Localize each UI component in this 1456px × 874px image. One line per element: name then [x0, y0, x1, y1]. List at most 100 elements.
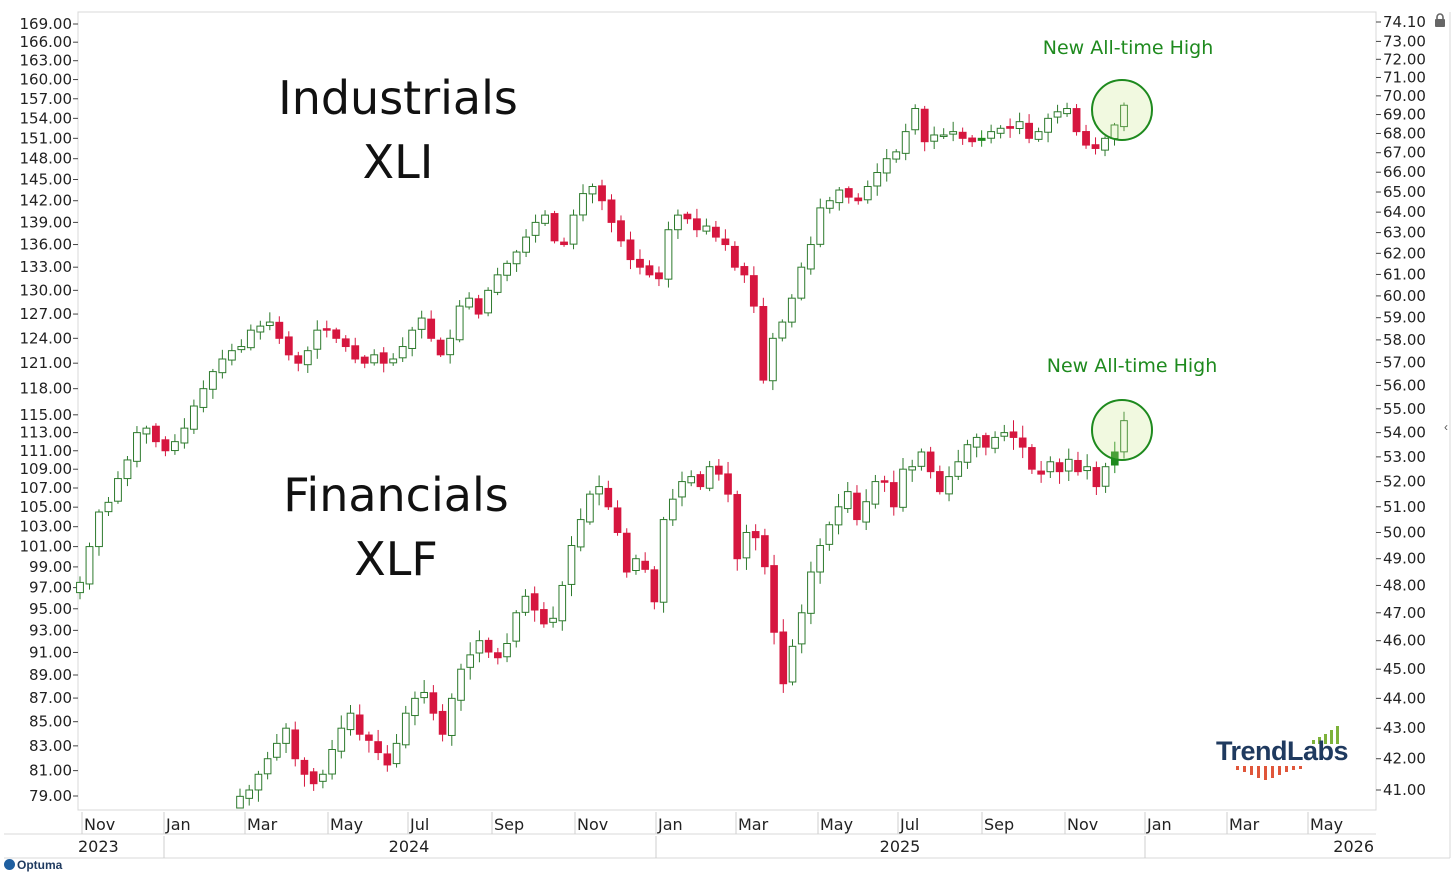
xlf-candle-body: [576, 519, 585, 548]
xli-candle-body: [152, 425, 160, 443]
xli-ath-annotation: New All-time High: [1043, 37, 1214, 59]
month-label: Jan: [1146, 815, 1172, 834]
xli-candle-body: [522, 236, 530, 253]
xlf-candle-body: [1009, 431, 1018, 438]
xlf-candle-body: [438, 710, 447, 735]
xli-candle-body: [1015, 121, 1024, 129]
right-axis-label: 61.00: [1383, 265, 1426, 283]
xli-candle-body: [417, 317, 426, 330]
month-label: Nov: [1067, 815, 1098, 834]
left-axis-label: 154.00: [20, 109, 73, 127]
right-axis-label: 63.00: [1383, 224, 1426, 242]
left-axis-label: 95.00: [29, 600, 72, 618]
month-label: Jan: [165, 815, 191, 834]
xli-candle-body: [626, 239, 635, 261]
logo-bar: [1257, 766, 1260, 778]
xlf-candle-body: [549, 617, 557, 623]
xlf-candle-body: [346, 712, 355, 731]
xli-candle-body: [806, 244, 815, 270]
xlf-candle-body: [761, 535, 769, 568]
xlf-candle-body: [715, 465, 723, 475]
right-axis-label: 66.00: [1383, 163, 1426, 181]
xlf-candle-body: [1028, 447, 1036, 470]
xli-candle-body: [142, 427, 151, 435]
xli-candle-body: [360, 356, 369, 364]
xlf-candle-body: [678, 481, 686, 498]
xli-candle-body: [199, 388, 208, 408]
xlf-candle-body: [871, 481, 880, 505]
xli-candle-body: [313, 329, 322, 350]
right-axis-label: 47.00: [1383, 604, 1426, 622]
xlf-candle-body: [908, 466, 917, 471]
xli-candle-body: [161, 439, 170, 452]
xli-candle-body: [370, 354, 379, 364]
xlf-candle-body: [595, 486, 603, 495]
xlf-candle-body: [273, 742, 281, 758]
xli-candle-body: [835, 189, 844, 204]
logo-bar: [1324, 734, 1327, 744]
xli-candle-body: [569, 214, 578, 245]
left-axis-label: 121.00: [20, 354, 73, 372]
xli-candle-body: [1082, 131, 1090, 146]
xli-candle-body: [636, 258, 644, 268]
xli-candle-body: [95, 511, 103, 548]
logo-bar: [1292, 766, 1295, 770]
month-label: Mar: [738, 815, 769, 834]
logo-bars-icon: [1236, 726, 1339, 780]
chevron-left-icon[interactable]: ‹: [1444, 420, 1448, 434]
xli-candle-body: [949, 131, 958, 135]
xli-candle-body: [977, 137, 986, 141]
xli-label-line1: Industrials: [278, 71, 518, 125]
xli-candle-body: [351, 345, 360, 360]
right-axis-label: 43.00: [1383, 719, 1426, 737]
right-axis-label: 42.00: [1383, 750, 1426, 768]
right-axis-label: 41.00: [1383, 781, 1426, 799]
xli-candle-body: [768, 337, 777, 382]
lock-icon[interactable]: [1433, 13, 1447, 27]
xlf-candle-body: [779, 631, 788, 685]
left-axis-label: 166.00: [20, 33, 73, 51]
logo-bar: [1271, 766, 1274, 778]
xli-candle-body: [379, 352, 388, 364]
left-axis-label: 157.00: [20, 90, 73, 108]
xlf-candle-body: [825, 524, 834, 545]
xlf-candle-body: [770, 565, 778, 633]
xlf-candle-body: [457, 668, 465, 701]
right-axis-label: 56.00: [1383, 376, 1426, 394]
left-axis-label: 148.00: [20, 150, 73, 168]
xli-candle-body: [863, 186, 872, 201]
right-axis-label: 69.00: [1383, 106, 1426, 124]
xlf-candle-body: [328, 748, 336, 775]
xlf-candle-body: [613, 507, 622, 533]
right-axis-label: 73.00: [1383, 32, 1426, 50]
xli-candle-body: [778, 321, 787, 339]
xlf-candle-body: [254, 773, 263, 791]
xli-candle-body: [816, 207, 825, 245]
xli-candle-body: [740, 266, 749, 276]
xlf-candle-body: [889, 482, 898, 508]
xlf-candle-body: [558, 584, 567, 622]
xli-candle-body: [256, 325, 265, 333]
xli-candle-body: [493, 274, 502, 293]
xli-candle-body: [996, 127, 1005, 134]
left-axis-label: 142.00: [20, 192, 73, 210]
logo-bar: [1330, 730, 1333, 744]
xlf-candle-body: [282, 727, 290, 744]
xli-candle-body: [968, 137, 977, 143]
left-axis-label: 103.00: [20, 518, 73, 536]
xli-candle-body: [882, 158, 891, 174]
right-axis-label: 65.00: [1383, 183, 1426, 201]
xlf-candle-body: [401, 712, 410, 746]
xlf-candle-body: [982, 435, 990, 448]
xli-candle-body: [579, 193, 587, 216]
right-axis-label: 59.00: [1383, 309, 1426, 327]
xlf-candle-body: [880, 480, 889, 483]
right-axis-label: 51.00: [1383, 498, 1426, 516]
right-axis-label: 68.00: [1383, 124, 1426, 142]
xli-candle-body: [284, 336, 293, 356]
month-label: Sep: [984, 815, 1014, 834]
xli-candle-body: [294, 355, 303, 364]
xlf-candle-body: [853, 492, 861, 521]
xli-candle-body: [465, 297, 474, 308]
xli-candle-body: [607, 199, 616, 223]
